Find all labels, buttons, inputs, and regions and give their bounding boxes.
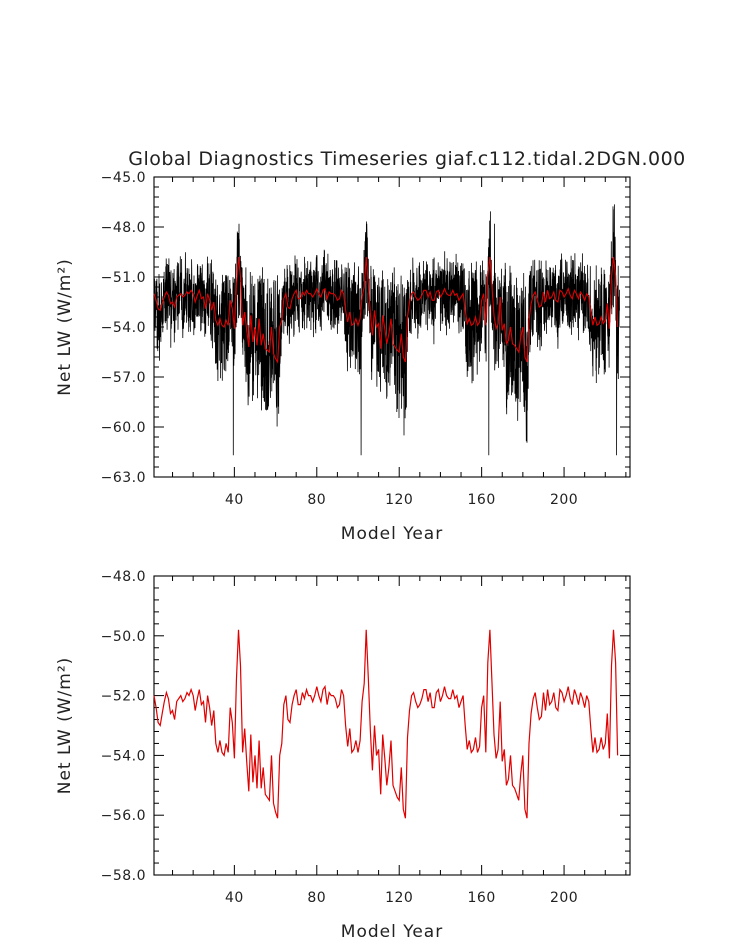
- plot-frame: [153, 575, 631, 876]
- y-tick-label: −54.0: [101, 320, 146, 336]
- y-tick-label: −52.0: [101, 689, 146, 705]
- y-tick-label: −48.0: [101, 569, 146, 585]
- x-tick-label: 80: [307, 890, 326, 906]
- y-tick-label: −63.0: [101, 470, 146, 486]
- y-tick-label: −54.0: [101, 748, 146, 764]
- y-tick-label: −60.0: [101, 420, 146, 436]
- y-tick-label: −45.0: [101, 170, 146, 186]
- x-tick-label: 160: [468, 890, 496, 906]
- panel-1: [153, 176, 631, 478]
- series-monthly-line: [153, 204, 620, 456]
- x-axis-label: Model Year: [341, 524, 443, 544]
- x-tick-label: 40: [225, 890, 244, 906]
- x-tick-label: 80: [307, 492, 326, 508]
- series-annual-mean-line: [153, 256, 619, 364]
- chart-title: Global Diagnostics Timeseries giaf.c112.…: [128, 148, 686, 170]
- y-tick-label: −57.0: [101, 370, 146, 386]
- x-tick-label: 120: [385, 492, 413, 508]
- x-tick-label: 160: [468, 492, 496, 508]
- y-tick-label: −58.0: [101, 868, 146, 884]
- x-tick-label: 200: [550, 890, 578, 906]
- x-tick-label: 120: [385, 890, 413, 906]
- x-axis-label: Model Year: [341, 922, 443, 942]
- panel-2: [153, 575, 631, 876]
- x-tick-label: 200: [550, 492, 578, 508]
- x-tick-label: 40: [225, 492, 244, 508]
- y-tick-label: −51.0: [101, 270, 146, 286]
- y-tick-label: −48.0: [101, 220, 146, 236]
- y-tick-label: −50.0: [101, 629, 146, 645]
- y-tick-label: −56.0: [101, 808, 146, 824]
- y-axis-label: Net LW (W/m²): [55, 657, 75, 795]
- series-annual-mean-line: [153, 629, 619, 819]
- y-axis-label: Net LW (W/m²): [55, 258, 75, 396]
